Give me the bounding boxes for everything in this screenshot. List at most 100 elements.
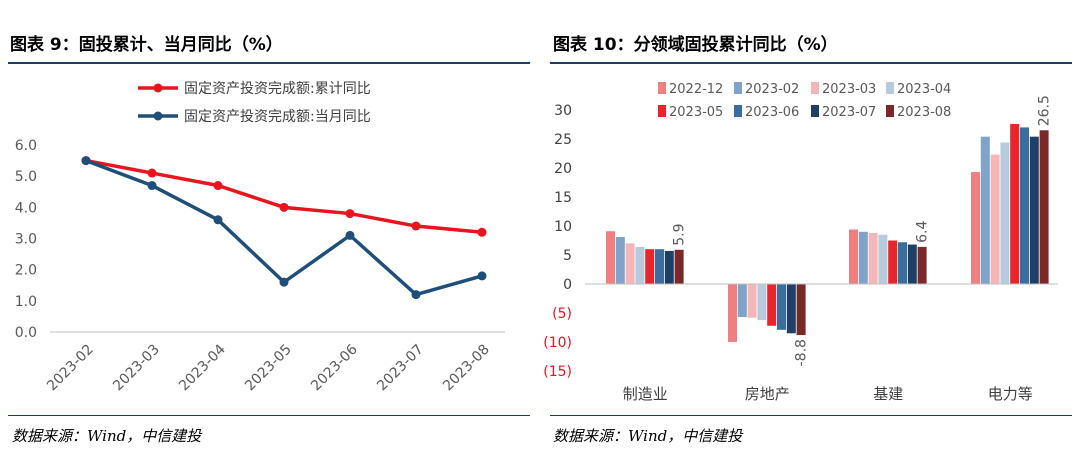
- data-label: 5.9: [672, 224, 688, 246]
- bar-chart: (15) (10) (5) 0 5 10 15 20 25 30 制造业 房地产 基建 电力等 5.9 -8.…: [543, 82, 1058, 403]
- bar: [664, 250, 674, 284]
- y-tick-label: 30: [554, 103, 572, 119]
- right-chart-title: 图表 10：分领域固投累计同比（%）: [553, 35, 838, 55]
- data-label: -8.8: [794, 339, 810, 366]
- data-point: [411, 221, 421, 231]
- bar: [898, 242, 907, 284]
- data-point: [345, 209, 355, 219]
- bar: [635, 246, 645, 284]
- legend-swatch: [811, 82, 819, 94]
- y-tick-label: 3.0: [15, 232, 37, 248]
- legend-swatch: [886, 82, 894, 94]
- legend-swatch-marker: [153, 83, 163, 93]
- x-category-label: 房地产: [745, 385, 790, 403]
- left-chart-title: 图表 9：固投累计、当月同比（%）: [10, 35, 283, 55]
- bar: [606, 231, 615, 284]
- data-point: [147, 181, 157, 191]
- bar: [1039, 130, 1049, 284]
- data-label: 6.4: [915, 221, 931, 243]
- left-source-note: 数据来源：Wind，中信建投: [12, 427, 202, 445]
- legend-swatch: [811, 105, 819, 117]
- legend-swatch: [734, 82, 742, 94]
- bar: [786, 284, 796, 334]
- bar: [888, 240, 898, 284]
- bar: [615, 237, 625, 284]
- bar: [980, 136, 990, 284]
- bar: [1020, 127, 1029, 285]
- bar: [674, 249, 684, 284]
- y-tick-label: 0.0: [15, 325, 37, 341]
- legend-swatch: [886, 105, 894, 117]
- y-tick-label: 1.0: [15, 294, 37, 310]
- legend-label: 2023-06: [745, 105, 799, 120]
- bar: [990, 154, 1000, 284]
- y-tick-label: 10: [554, 219, 572, 235]
- y-tick-label: 2.0: [15, 263, 37, 279]
- legend-swatch-marker: [153, 111, 163, 121]
- bar: [728, 284, 737, 342]
- bar: [878, 234, 888, 284]
- bar: [1029, 136, 1039, 284]
- bar: [737, 284, 747, 318]
- y-tick-label: (15): [543, 364, 572, 380]
- legend-label: 2023-08: [897, 105, 951, 120]
- left-bottom-rule: [8, 415, 530, 416]
- data-point: [345, 230, 355, 240]
- y-tick-label: (10): [543, 335, 572, 351]
- y-tick-label: 5.0: [15, 169, 37, 185]
- y-tick-label: 4.0: [15, 200, 37, 216]
- data-point: [279, 202, 289, 212]
- x-category-label: 电力等: [988, 385, 1033, 403]
- y-tick-label: 5: [563, 248, 572, 264]
- legend-swatch: [734, 105, 742, 117]
- x-category-label: 制造业: [623, 385, 668, 403]
- bar: [757, 284, 767, 320]
- data-point: [213, 215, 223, 225]
- bar: [747, 284, 757, 318]
- data-point: [477, 271, 487, 281]
- legend-label: 2023-02: [745, 82, 799, 97]
- bar: [907, 244, 917, 284]
- x-category-label: 基建: [873, 385, 903, 403]
- legend-label: 2023-07: [822, 105, 876, 120]
- bar: [1010, 123, 1020, 284]
- bar: [917, 246, 927, 284]
- left-top-rule: [8, 62, 530, 64]
- legend-label: 2023-04: [897, 82, 951, 97]
- data-point: [81, 156, 91, 166]
- right-top-rule: [550, 62, 1072, 64]
- bar: [796, 284, 806, 336]
- y-tick-label: (5): [552, 306, 572, 322]
- y-tick-label: 20: [554, 161, 572, 177]
- data-point: [213, 181, 223, 191]
- legend-label: 2023-03: [822, 82, 876, 97]
- bar: [645, 249, 655, 284]
- data-label: 26.5: [1037, 95, 1053, 126]
- bar: [655, 249, 664, 284]
- y-tick-label: 6.0: [15, 138, 37, 154]
- data-point: [279, 277, 289, 287]
- right-source-note: 数据来源：Wind，中信建投: [553, 427, 743, 445]
- bar: [625, 243, 635, 284]
- bar: [858, 231, 868, 284]
- legend-label: 固定资产投资完成额:累计同比: [184, 81, 371, 97]
- legend-label: 2022-12: [669, 82, 723, 97]
- bar: [1000, 142, 1010, 284]
- bar: [849, 229, 858, 284]
- data-point: [147, 168, 157, 178]
- bar: [777, 284, 786, 330]
- legend-label: 固定资产投资完成额:当月同比: [184, 109, 371, 125]
- right-bottom-rule: [550, 415, 1072, 416]
- y-tick-label: 15: [554, 190, 572, 206]
- bar: [868, 232, 878, 284]
- bar: [767, 284, 777, 326]
- data-point: [411, 290, 421, 300]
- y-tick-label: 25: [554, 132, 572, 148]
- data-point: [477, 227, 487, 237]
- legend-swatch: [658, 105, 666, 117]
- bar: [971, 172, 980, 284]
- legend-swatch: [658, 82, 666, 94]
- legend-label: 2023-05: [669, 105, 723, 120]
- y-tick-label: 0: [563, 277, 572, 293]
